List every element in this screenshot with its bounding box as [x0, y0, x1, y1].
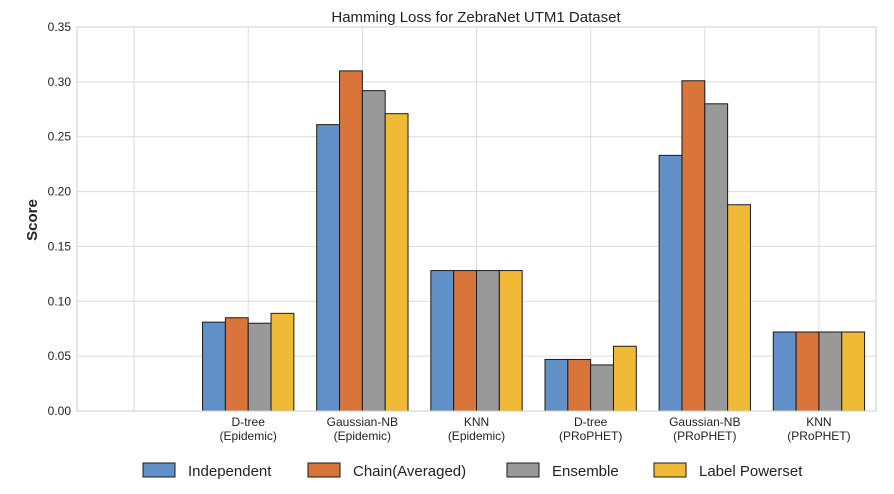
bar	[704, 103, 729, 412]
bar	[384, 113, 409, 412]
bar	[841, 331, 866, 412]
bar	[316, 124, 341, 412]
bars	[202, 70, 866, 412]
x-tick-label: D-tree	[232, 415, 266, 429]
bar	[544, 358, 569, 412]
y-tick-label: 0.10	[48, 294, 72, 308]
x-tick-label: (Epidemic)	[448, 429, 505, 443]
x-tick-label: (Epidemic)	[220, 429, 277, 443]
legend-swatch	[307, 462, 341, 478]
y-tick-label: 0.30	[48, 75, 72, 89]
chart-title: Hamming Loss for ZebraNet UTM1 Dataset	[331, 9, 621, 26]
bar	[795, 331, 820, 412]
x-tick-label: (PRoPHET)	[559, 429, 622, 443]
y-tick-label: 0.20	[48, 185, 72, 199]
y-axis-ticks: 0.00 0.05 0.10 0.15 0.20 0.25 0.30 0.35	[48, 20, 72, 418]
bar	[453, 270, 477, 412]
bar	[681, 80, 706, 412]
legend-swatch	[653, 462, 687, 478]
y-axis-label: Score	[24, 199, 41, 241]
bar	[224, 317, 249, 412]
legend-label: Label Powerset	[699, 463, 803, 480]
bar	[772, 331, 797, 412]
legend-label: Ensemble	[552, 463, 619, 480]
x-tick-label: Gaussian-NB	[669, 415, 740, 429]
x-tick-label: KNN	[806, 415, 831, 429]
bar	[430, 270, 455, 412]
x-axis-ticks: D-tree(Epidemic)Gaussian-NB(Epidemic)KNN…	[220, 415, 851, 443]
y-tick-label: 0.35	[48, 20, 72, 34]
y-tick-label: 0.15	[48, 239, 72, 253]
bar	[498, 270, 523, 412]
y-tick-label: 0.25	[48, 130, 72, 144]
x-tick-label: D-tree	[574, 415, 608, 429]
x-tick-label: (Epidemic)	[334, 429, 391, 443]
bar	[567, 358, 592, 412]
x-tick-label: (PRoPHET)	[673, 429, 736, 443]
bar	[339, 70, 363, 412]
legend-label: Chain(Averaged)	[353, 463, 466, 480]
bar	[361, 90, 386, 412]
plot-frame	[76, 26, 877, 412]
y-tick-label: 0.05	[48, 349, 72, 363]
x-tick-label: (PRoPHET)	[787, 429, 850, 443]
bar	[476, 270, 500, 412]
bar	[612, 345, 637, 412]
legend-swatch	[142, 462, 176, 478]
bar	[590, 364, 614, 412]
bar	[727, 204, 751, 412]
bar	[247, 322, 272, 412]
x-tick-label: KNN	[464, 415, 489, 429]
bar	[658, 154, 683, 412]
bar	[202, 321, 226, 412]
y-tick-label: 0.00	[48, 404, 72, 418]
bar	[270, 312, 295, 412]
legend-label: Independent	[188, 463, 272, 480]
x-tick-label: Gaussian-NB	[327, 415, 398, 429]
legend: Independent Chain(Averaged) Ensemble Label …	[142, 462, 803, 480]
legend-swatch	[506, 462, 540, 478]
bar	[818, 331, 843, 412]
